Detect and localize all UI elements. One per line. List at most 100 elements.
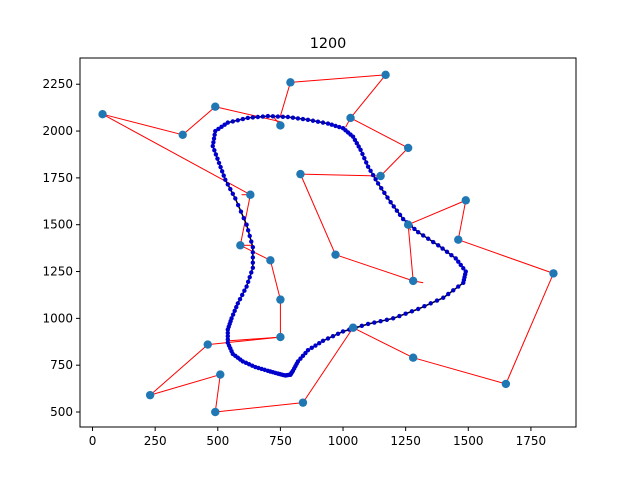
link-line [299, 173, 336, 255]
city-point [298, 398, 308, 407]
curve-point [428, 301, 433, 306]
curve-point [340, 329, 346, 334]
curve-point [390, 316, 396, 321]
city-point [203, 340, 212, 349]
x-tick-label: 1750 [516, 434, 547, 448]
curve-point [290, 115, 296, 120]
curve-point [245, 279, 251, 285]
curve-point [397, 212, 403, 218]
curve-point [265, 113, 271, 119]
curve-point [211, 140, 216, 145]
link-line [413, 357, 506, 385]
curve-point [456, 284, 461, 289]
y-axis: 500 750 1000 1250 1500 1750 2000 2250 [42, 77, 80, 419]
city-point [211, 102, 220, 111]
curve-point [360, 151, 365, 157]
curve-point [250, 244, 256, 250]
city-point [454, 235, 463, 244]
curve-point [250, 255, 256, 260]
curve-point [330, 333, 336, 339]
x-tick-label: 1250 [390, 434, 421, 448]
curve-point [320, 120, 326, 125]
city-point [178, 130, 187, 139]
curve-point [412, 226, 417, 232]
city-point [246, 190, 255, 199]
city-point [296, 169, 305, 179]
y-tick-label: 2000 [42, 124, 73, 138]
y-tick-label: 1000 [42, 311, 73, 325]
curve-point [213, 128, 218, 134]
y-tick-label: 2250 [42, 77, 73, 91]
curve-point [247, 274, 252, 280]
y-tick-label: 750 [50, 358, 73, 372]
curve-point [234, 304, 239, 310]
curve-point [237, 296, 243, 302]
curve-point [300, 353, 306, 359]
curve-point [365, 164, 371, 169]
curve-point [370, 172, 376, 178]
curve-point [230, 312, 236, 317]
curve-point [378, 318, 383, 324]
city-point [276, 121, 285, 130]
curve-point [385, 195, 390, 200]
cities-layer [98, 70, 558, 417]
curve-point [221, 173, 226, 178]
city-point [408, 353, 418, 362]
curve-point [240, 116, 246, 122]
link-line [335, 254, 414, 282]
curve-point [384, 317, 390, 322]
axes-frame [79, 57, 577, 428]
curve-point [244, 222, 249, 227]
curve-point [210, 143, 215, 149]
curve-point [446, 291, 451, 297]
link-line [290, 74, 386, 83]
curve-point [219, 169, 225, 174]
curve-point [375, 181, 381, 186]
curve-point [461, 266, 466, 271]
curve-point [244, 284, 249, 289]
curve-point [245, 228, 251, 233]
x-tick-label: 500 [206, 434, 229, 448]
link-line [300, 173, 381, 177]
city-point [461, 196, 470, 205]
curve-point [232, 308, 237, 314]
curve-point [400, 216, 406, 222]
city-point [211, 407, 220, 417]
x-tick-label: 750 [269, 434, 292, 448]
city-point [331, 250, 340, 259]
curve-point [394, 208, 400, 213]
link-line [102, 113, 183, 136]
curve-point [288, 372, 293, 377]
links-layer [102, 74, 554, 413]
curve-point [235, 301, 241, 306]
curve-point [352, 137, 358, 143]
curve-point [223, 177, 228, 182]
curve-point [230, 119, 236, 124]
curve-point [335, 331, 341, 337]
curve-point [247, 233, 252, 239]
link-line [214, 374, 221, 413]
city-point [348, 323, 358, 332]
curve-point [250, 265, 256, 270]
city-point [549, 269, 558, 278]
curve-point [337, 124, 342, 130]
curve-point [216, 160, 222, 166]
curve-point [317, 340, 322, 346]
curve-point [329, 122, 334, 127]
curve-point [359, 323, 365, 329]
curve-point [364, 160, 369, 165]
curve-point [441, 295, 446, 300]
x-tick-label: 250 [144, 434, 167, 448]
curve-point [426, 236, 431, 241]
city-point [286, 78, 295, 87]
curve-point [354, 141, 360, 146]
curve-point [325, 336, 331, 341]
curve-point [218, 164, 223, 170]
curve-point [431, 239, 436, 245]
curve-point [444, 249, 450, 255]
link-line [215, 106, 281, 123]
curve-point [309, 345, 314, 351]
curve-point [409, 309, 415, 314]
curve-point [280, 114, 286, 119]
curve-point [440, 246, 445, 251]
